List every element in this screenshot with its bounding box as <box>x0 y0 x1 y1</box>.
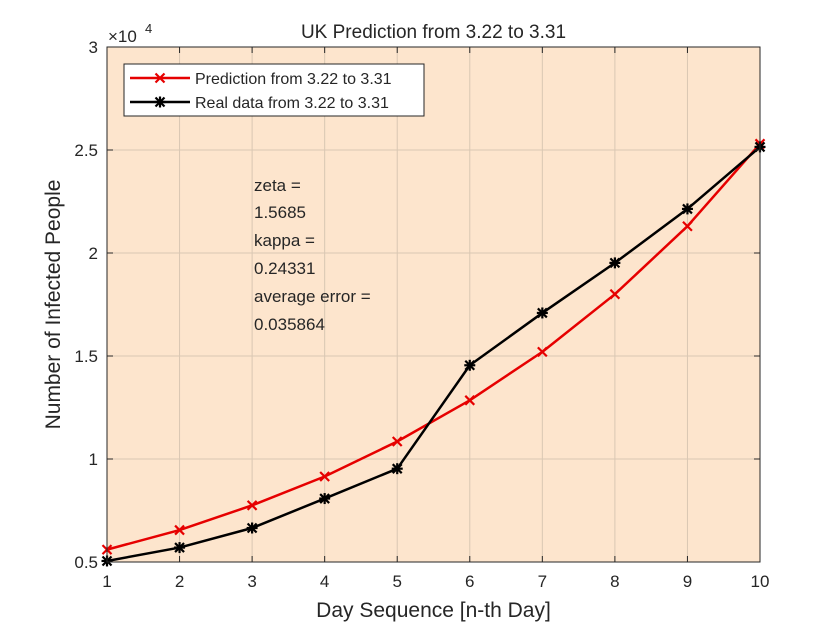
annotation-line: 0.24331 <box>254 259 315 278</box>
x-marker <box>246 500 258 511</box>
y-axis-label: Number of Infected People <box>42 180 65 430</box>
marker-stroke <box>537 346 548 358</box>
x-marker <box>174 524 185 536</box>
x-tick-label: 7 <box>538 572 547 591</box>
x-marker <box>391 436 403 447</box>
series-line <box>106 145 761 563</box>
asterisk-marker <box>154 96 166 108</box>
asterisk-marker <box>174 542 186 554</box>
legend: Prediction from 3.22 to 3.31 Real data f… <box>123 63 425 117</box>
plot-frame <box>106 46 761 563</box>
asterisk-marker <box>536 307 548 319</box>
chart-title: UK Prediction from 3.22 to 3.31 <box>301 22 566 43</box>
legend-marker-prediction <box>154 72 166 84</box>
x-tick-label: 2 <box>175 572 184 591</box>
x-marker <box>319 471 330 482</box>
x-axis-label: Day Sequence [n-th Day] <box>316 599 551 622</box>
asterisk-marker <box>246 522 258 534</box>
legend-label-real-data: Real data from 3.22 to 3.31 <box>195 95 389 112</box>
marker-stroke <box>682 220 693 232</box>
y-tick-label: 2 <box>89 244 98 263</box>
series-line <box>106 142 761 551</box>
y-tick-label: 2.5 <box>74 141 98 160</box>
annotation-line: kappa = <box>254 231 315 250</box>
asterisk-marker <box>681 203 693 215</box>
legend-box <box>123 63 425 117</box>
marker-stroke <box>319 471 330 482</box>
x-tick-label: 4 <box>320 572 329 591</box>
y-exponent-multiplier: ×10 <box>108 27 137 46</box>
x-tick-label: 1 <box>102 572 111 591</box>
x-tick-label: 6 <box>465 572 474 591</box>
marker-stroke <box>609 288 621 300</box>
marker-stroke <box>174 524 185 536</box>
marker-stroke <box>464 395 476 406</box>
marker-stroke <box>154 72 166 84</box>
annotation-text: zeta = 1.5685 kappa = 0.24331 average er… <box>254 176 371 334</box>
x-tick-label: 8 <box>610 572 619 591</box>
annotation-line: average error = <box>254 287 371 306</box>
x-marker <box>464 395 476 406</box>
x-marker <box>682 220 693 232</box>
annotation-line: 1.5685 <box>254 203 306 222</box>
y-tick-label: 1.5 <box>74 347 98 366</box>
plot-area <box>107 47 760 562</box>
y-tick-label: 1 <box>89 450 98 469</box>
y-tick-label: 0.5 <box>74 553 98 572</box>
marker-stroke <box>391 436 403 447</box>
asterisk-marker <box>391 463 403 475</box>
x-tick-label: 5 <box>392 572 401 591</box>
y-exponent-power: 4 <box>145 21 152 36</box>
x-marker <box>537 346 548 358</box>
legend-marker-real-data <box>154 96 166 108</box>
x-marker <box>609 288 621 300</box>
legend-label-prediction: Prediction from 3.22 to 3.31 <box>195 71 392 88</box>
annotation-line: 0.035864 <box>254 315 325 334</box>
asterisk-marker <box>609 257 621 269</box>
axis-ticks: 1 2 3 4 5 6 7 8 9 100.511.522.53 <box>74 38 769 591</box>
annotation-line: zeta = <box>254 176 301 195</box>
asterisk-marker <box>319 493 331 505</box>
x-tick-label: 10 <box>751 572 770 591</box>
x-tick-label: 3 <box>247 572 256 591</box>
y-tick-label: 3 <box>89 38 98 57</box>
asterisk-marker <box>464 359 476 371</box>
marker-stroke <box>246 500 258 511</box>
x-tick-label: 9 <box>683 572 692 591</box>
x-marker <box>154 72 166 84</box>
